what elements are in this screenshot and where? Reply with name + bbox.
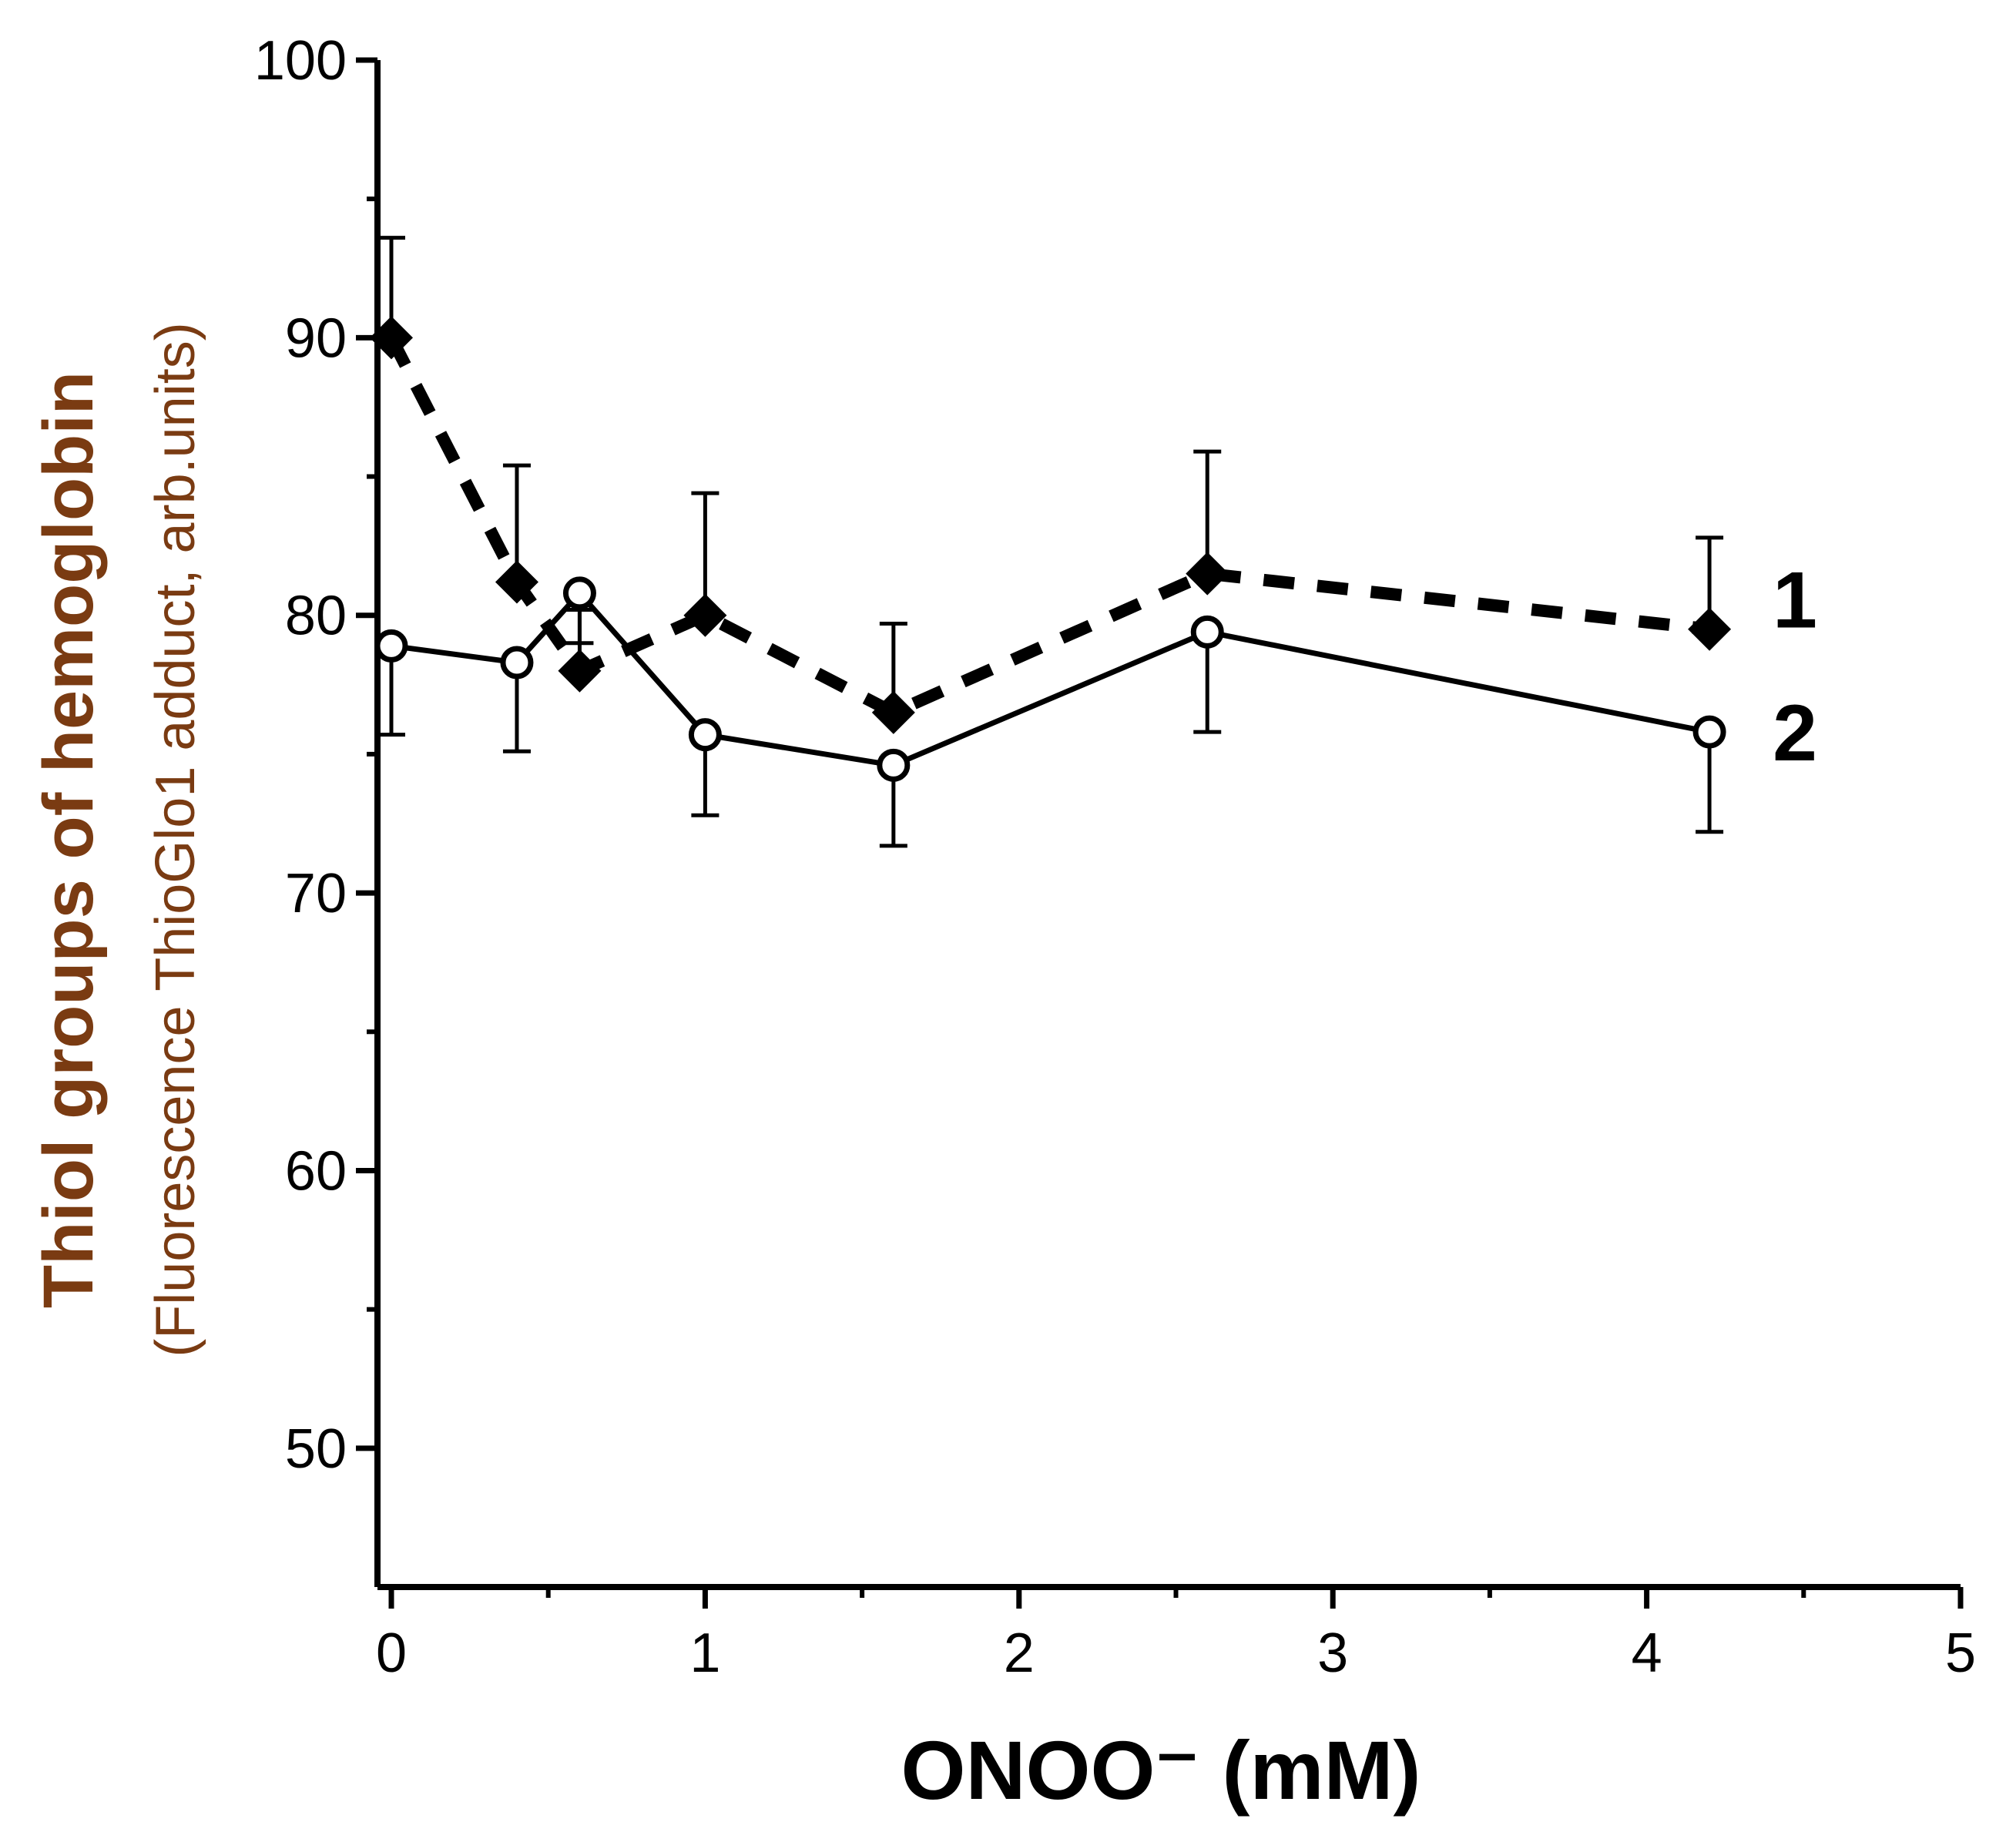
data-point xyxy=(683,593,727,637)
y-axis-label: Thiol groups of hemoglobin xyxy=(29,371,108,1308)
x-axis-label: ONOO⁻ (mM) xyxy=(901,1723,1421,1817)
series-1: 1 xyxy=(370,236,1817,734)
y-tick-label: 50 xyxy=(285,1418,347,1480)
y-axis-sublabel: (Fluorescence ThioGlo1 adduct, arb.units… xyxy=(145,322,206,1357)
data-point xyxy=(1692,715,1726,749)
data-point xyxy=(374,629,408,663)
data-point xyxy=(558,649,602,693)
data-point xyxy=(688,718,722,752)
x-tick-label: 0 xyxy=(376,1622,407,1684)
x-tick-label: 3 xyxy=(1317,1622,1348,1684)
series-2: 2 xyxy=(374,576,1817,848)
y-tick-label: 90 xyxy=(285,307,347,369)
x-tick-label: 5 xyxy=(1945,1622,1976,1684)
y-tick-label: 70 xyxy=(285,863,347,924)
x-tick-label: 4 xyxy=(1632,1622,1662,1684)
y-tick-label: 100 xyxy=(254,30,347,92)
series-label: 1 xyxy=(1773,556,1817,646)
data-point xyxy=(877,748,911,782)
x-tick-label: 1 xyxy=(689,1622,720,1684)
data-point xyxy=(1186,552,1229,596)
data-point xyxy=(370,316,413,360)
data-point xyxy=(562,576,596,610)
series-label: 2 xyxy=(1773,689,1817,778)
data-point xyxy=(495,560,538,604)
data-point xyxy=(500,646,534,679)
data-point xyxy=(1190,615,1224,649)
x-tick-label: 2 xyxy=(1004,1622,1035,1684)
series-line xyxy=(385,334,1710,720)
data-point xyxy=(871,690,915,734)
axes: 50 60 70 80 90 100 0 1 2 3 4 5 xyxy=(254,30,1976,1684)
y-tick-label: 60 xyxy=(285,1140,347,1202)
data-point xyxy=(1688,607,1732,651)
y-tick-label: 80 xyxy=(285,586,347,647)
labels: ONOO⁻ (mM) Thiol groups of hemoglobin (F… xyxy=(29,322,1421,1817)
series-layer: 21 xyxy=(370,236,1817,848)
